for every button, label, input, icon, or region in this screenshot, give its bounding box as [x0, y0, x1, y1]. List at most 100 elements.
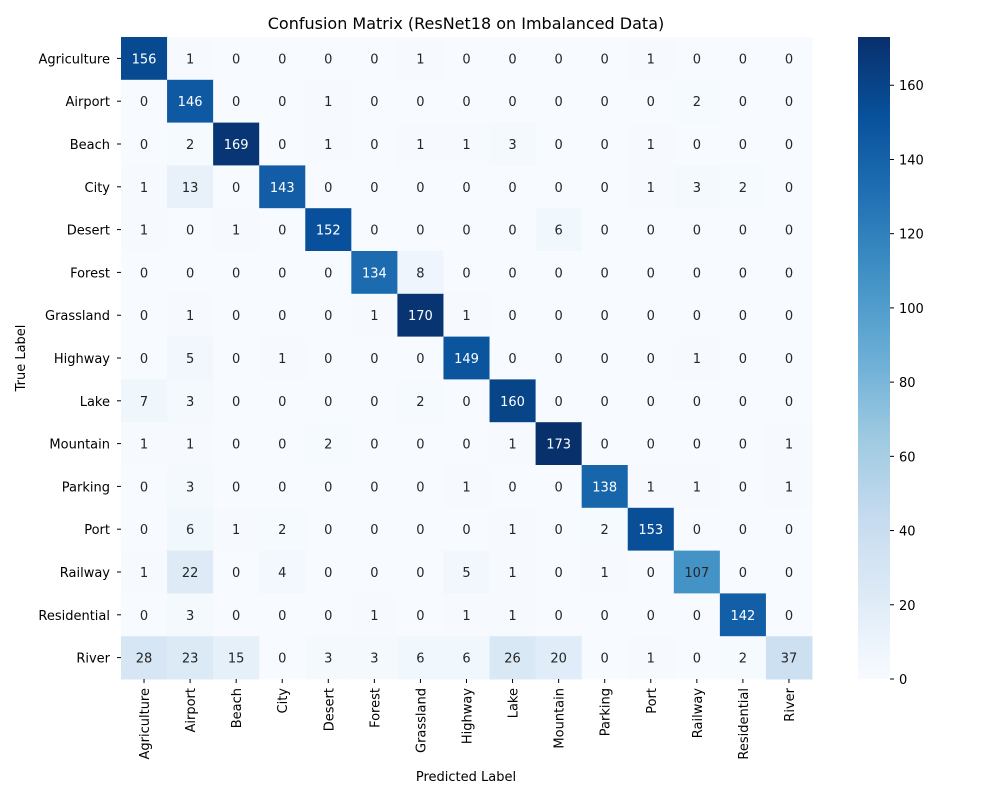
cell-value-label: 134: [362, 266, 387, 281]
cell-value-label: 0: [693, 224, 701, 239]
heatmap-cell: [719, 208, 767, 252]
cell-value-label: 1: [278, 352, 286, 367]
cell-value-label: 6: [416, 652, 424, 667]
heatmap-cell: [305, 336, 352, 380]
heatmap-cell: [397, 550, 444, 594]
cell-value-label: 0: [647, 395, 655, 410]
heatmap-cell: [443, 293, 491, 338]
cell-value-label: 0: [601, 266, 609, 281]
heatmap-cell: [581, 251, 629, 295]
cell-value-label: 0: [647, 438, 655, 453]
cell-value-label: 0: [416, 566, 424, 581]
cell-value-label: 0: [370, 52, 378, 67]
x-tick-label: Grassland: [414, 688, 429, 753]
cell-value-label: 156: [132, 52, 157, 67]
cell-value-label: 8: [416, 266, 424, 281]
cell-value-label: 5: [462, 566, 470, 581]
x-tick-label: Parking: [599, 688, 614, 736]
heatmap-cell: [167, 208, 214, 252]
heatmap-cell: [765, 593, 813, 637]
cell-value-label: 0: [416, 609, 424, 624]
heatmap-cell: [673, 507, 721, 552]
heatmap-cell: [719, 507, 767, 552]
cell-value-label: 0: [785, 52, 793, 67]
cell-value-label: 0: [324, 181, 332, 196]
cell-value-label: 1: [232, 224, 240, 239]
heatmap-cell: [259, 122, 306, 166]
heatmap-cell: [121, 593, 168, 637]
cell-value-label: 0: [278, 480, 286, 495]
cell-value-label: 2: [278, 523, 286, 538]
cell-value-label: 1: [462, 138, 470, 153]
cell-value-label: 0: [693, 266, 701, 281]
cell-value-label: 0: [186, 266, 194, 281]
cell-value-label: 0: [693, 609, 701, 624]
cell-value-label: 7: [140, 395, 148, 410]
heatmap-cell: [443, 37, 491, 81]
cell-value-label: 0: [739, 438, 747, 453]
heatmap-cell: [443, 593, 491, 637]
cell-value-label: 0: [785, 352, 793, 367]
heatmap-cell: [167, 550, 214, 594]
cell-value-label: 0: [508, 352, 516, 367]
y-tick-label: Grassland: [45, 309, 110, 324]
cell-value-label: 1: [416, 138, 424, 153]
x-tick-label: Airport: [184, 688, 199, 733]
cell-value-label: 1: [462, 309, 470, 324]
y-tick-label: Airport: [66, 95, 111, 110]
heatmap-cell: [627, 37, 675, 81]
heatmap-cell: [259, 208, 306, 252]
cell-value-label: 1: [785, 480, 793, 495]
heatmap-cell: [627, 336, 675, 380]
heatmap-cell: [443, 636, 491, 680]
heatmap-cell: [535, 79, 583, 124]
heatmap-cell: [213, 507, 260, 552]
heatmap-cell: [305, 422, 352, 466]
cell-value-label: 0: [232, 566, 240, 581]
heatmap-cell: [535, 37, 583, 81]
cell-value-label: 0: [647, 224, 655, 239]
heatmap-cell: [719, 293, 767, 338]
heatmap-cell: [305, 550, 352, 594]
cell-value-label: 0: [508, 309, 516, 324]
cell-value-label: 0: [140, 609, 148, 624]
heatmap-cell: [627, 507, 675, 552]
y-tick-label: Lake: [80, 395, 110, 410]
x-tick-label: Forest: [368, 688, 383, 728]
cell-value-label: 0: [278, 309, 286, 324]
heatmap-cell: [351, 336, 398, 380]
cell-value-label: 0: [508, 181, 516, 196]
cell-value-label: 1: [140, 181, 148, 196]
heatmap-cell: [351, 379, 398, 423]
cell-value-label: 0: [508, 266, 516, 281]
heatmap-cell: [581, 336, 629, 380]
cell-value-label: 0: [232, 609, 240, 624]
heatmap-cell: [627, 122, 675, 166]
heatmap-cell: [213, 79, 260, 124]
heatmap-cell: [673, 379, 721, 423]
cell-value-label: 3: [370, 652, 378, 667]
heatmap-cell: [351, 251, 398, 295]
cell-value-label: 0: [370, 480, 378, 495]
cell-value-label: 0: [785, 266, 793, 281]
cell-value-label: 6: [186, 523, 194, 538]
cell-value-label: 0: [462, 438, 470, 453]
heatmap-cell: [397, 37, 444, 81]
cell-value-label: 0: [693, 138, 701, 153]
heatmap-cell: [719, 37, 767, 81]
heatmap-cell: [765, 208, 813, 252]
cell-value-label: 0: [370, 95, 378, 110]
heatmap-cell: [213, 165, 260, 209]
cell-value-label: 0: [785, 566, 793, 581]
x-tick-label: Agriculture: [138, 688, 153, 760]
cell-value-label: 0: [785, 95, 793, 110]
cell-value-label: 173: [546, 438, 571, 453]
heatmap-cell: [259, 593, 306, 637]
cell-value-label: 0: [232, 352, 240, 367]
heatmap-cell: [305, 79, 352, 124]
heatmap-cell: [535, 636, 583, 680]
heatmap-cell: [535, 379, 583, 423]
heatmap-cell: [489, 636, 537, 680]
heatmap-cell: [351, 593, 398, 637]
